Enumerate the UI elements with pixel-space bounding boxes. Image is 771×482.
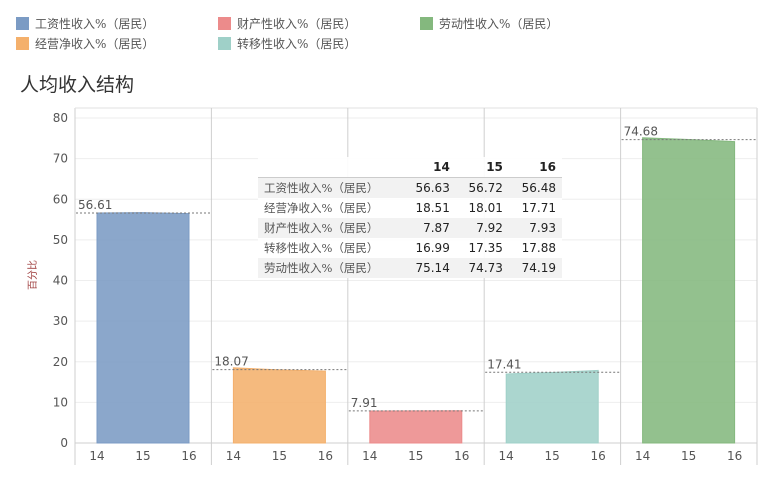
tooltip-header-row: 14 15 16 [258,157,562,178]
y-tick-label: 70 [53,152,68,166]
legend-item-labor[interactable]: 劳动性收入%（居民） [420,14,558,32]
reference-label: 56.61 [78,198,112,212]
x-tick-label: 16 [454,449,469,463]
y-tick-label: 10 [53,395,68,409]
y-tick-label: 30 [53,314,68,328]
tooltip-cell: 56.72 [455,177,509,198]
tooltip-cell: 7.92 [455,218,509,238]
tooltip-row-label: 财产性收入%（居民） [258,218,403,238]
y-tick-label: 80 [53,111,68,125]
legend-swatch [420,16,433,30]
legend-label: 工资性收入%（居民） [35,16,155,31]
area-3 [505,369,599,444]
reference-label: 17.41 [487,357,521,371]
y-tick-label: 50 [53,233,68,247]
reference-label: 74.68 [624,125,658,139]
tooltip-row: 转移性收入%（居民） 16.99 17.35 17.88 [258,238,562,258]
tooltip-cell: 16.99 [415,241,450,255]
reference-label: 7.91 [351,396,378,410]
tooltip-cell: 18.01 [468,201,503,215]
tooltip-cell: 17.35 [468,241,503,255]
tooltip-cell: 17.88 [521,241,556,255]
tooltip-cell: 7.87 [402,218,456,238]
legend-item-transfer[interactable]: 转移性收入%（居民） [218,34,356,52]
x-tick-label: 15 [408,449,423,463]
tooltip-table: 14 15 16 工资性收入%（居民） 56.63 56.72 56.48 经营… [258,157,562,278]
tooltip-cell: 18.51 [415,201,450,215]
x-tick-label: 16 [591,449,606,463]
legend-item-property[interactable]: 财产性收入%（居民） [218,14,356,32]
legend: 工资性收入%（居民） 财产性收入%（居民） 劳动性收入%（居民） 经营净收入%（… [16,12,756,52]
tooltip-row: 工资性收入%（居民） 56.63 56.72 56.48 [258,177,562,198]
x-tick-label: 15 [681,449,696,463]
legend-label: 转移性收入%（居民） [237,36,357,51]
legend-label: 财产性收入%（居民） [237,16,357,31]
x-tick-label: 14 [226,449,241,463]
reference-label: 18.07 [214,355,248,369]
x-tick-label: 15 [272,449,287,463]
tooltip-row-label: 经营净收入%（居民） [264,201,379,215]
tooltip-col-header: 16 [508,157,562,178]
tooltip-row-label: 转移性收入%（居民） [264,241,379,255]
tooltip-row: 财产性收入%（居民） 7.87 7.92 7.93 [258,218,562,238]
area-2 [369,410,463,444]
area-0 [96,212,190,444]
chart-title: 人均收入结构 [20,74,135,96]
x-tick-label: 15 [135,449,150,463]
legend-label: 劳动性收入%（居民） [439,16,559,31]
tooltip-cell: 74.73 [455,258,509,278]
y-tick-label: 60 [53,192,68,206]
tooltip-cell: 56.48 [508,177,562,198]
x-tick-label: 15 [545,449,560,463]
area-1 [232,367,326,444]
tooltip-row-label: 工资性收入%（居民） [258,177,403,198]
legend-item-wage[interactable]: 工资性收入%（居民） [16,14,154,32]
legend-label: 经营净收入%（居民） [35,36,155,51]
x-tick-label: 14 [362,449,377,463]
tooltip-row-label: 劳动性收入%（居民） [258,258,403,278]
x-tick-label: 16 [318,449,333,463]
x-tick-label: 16 [727,449,742,463]
tooltip-cell: 56.63 [402,177,456,198]
tooltip-cell: 17.71 [521,201,556,215]
tooltip-cell: 7.93 [508,218,562,238]
tooltip-row: 经营净收入%（居民） 18.51 18.01 17.71 [258,198,562,218]
legend-swatch [218,16,231,30]
y-tick-label: 0 [60,436,68,450]
tooltip-cell: 75.14 [402,258,456,278]
tooltip-cell: 74.19 [508,258,562,278]
legend-swatch [16,36,29,50]
x-tick-label: 14 [635,449,650,463]
x-tick-label: 14 [89,449,104,463]
legend-swatch [218,36,231,50]
tooltip-row: 劳动性收入%（居民） 75.14 74.73 74.19 [258,258,562,278]
y-tick-label: 40 [53,274,68,288]
legend-item-business[interactable]: 经营净收入%（居民） [16,34,154,52]
y-axis-label: 百分比 [27,260,39,290]
tooltip-col-header: 14 [402,157,456,178]
x-tick-label: 14 [499,449,514,463]
legend-swatch [16,16,29,30]
x-tick-label: 16 [181,449,196,463]
y-tick-label: 20 [53,355,68,369]
tooltip-corner [258,157,403,178]
tooltip-col-header: 15 [455,157,509,178]
area-4 [642,137,736,444]
